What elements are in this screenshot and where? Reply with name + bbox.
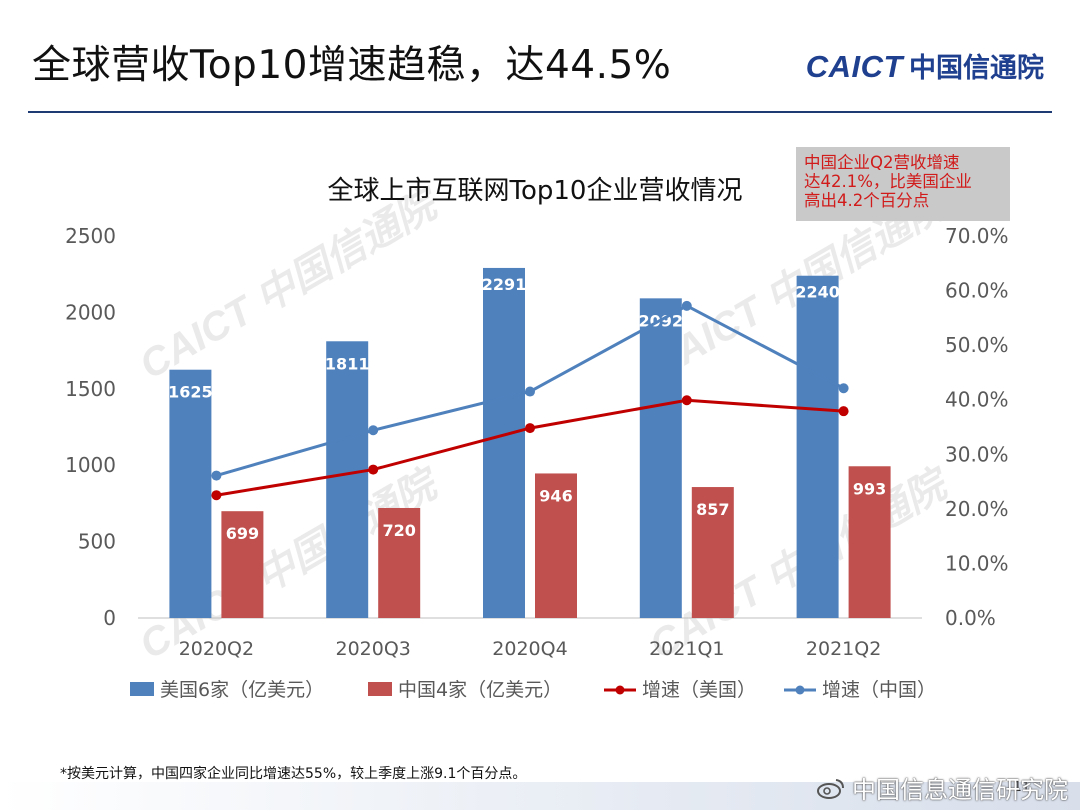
footer-brand-text: 中国信息通信研究院 xyxy=(852,776,1068,804)
watermark-text: CAICT 中国信通院 xyxy=(133,180,449,388)
bar-cn xyxy=(691,487,734,618)
bar-label-us: 1625 xyxy=(168,383,213,402)
x-tick-label: 2020Q2 xyxy=(179,638,254,660)
bar-label-cn: 857 xyxy=(696,500,729,519)
legend-us-growth-marker xyxy=(615,685,625,695)
x-tick-label: 2021Q2 xyxy=(806,638,881,660)
bar-cn xyxy=(221,511,264,618)
footnote: *按美元计算，中国四家企业同比增速达55%，较上季度上涨9.1个百分点。 xyxy=(60,766,527,782)
chart-title: 全球上市互联网Top10企业营收情况 xyxy=(328,176,743,206)
y-left-tick-label: 2000 xyxy=(65,300,116,324)
footer-bar xyxy=(0,782,1080,810)
bar-cn xyxy=(848,466,891,618)
y-left-tick-label: 2500 xyxy=(65,224,116,248)
legend-us-revenue-label: 美国6家（亿美元） xyxy=(160,679,324,701)
y-right-tick-label: 50.0% xyxy=(945,333,1009,357)
legend-cn-growth-marker xyxy=(795,685,805,695)
growth-point-us xyxy=(525,423,535,434)
bar-label-cn: 993 xyxy=(853,479,886,498)
y-left-tick-label: 0 xyxy=(103,606,116,630)
y-left-tick-label: 1000 xyxy=(65,453,116,477)
growth-point-us xyxy=(211,490,222,501)
legend-us-growth-label: 增速（美国） xyxy=(642,679,756,701)
bar-label-us: 2240 xyxy=(795,283,840,302)
footer-brand: 中国信息通信研究院 xyxy=(816,770,1068,805)
y-right-tick-label: 0.0% xyxy=(945,606,996,630)
caict-logo: CAICT 中国信通院 xyxy=(806,46,1044,85)
callout-box: 中国企业Q2营收增速 达42.1%，比美国企业 高出4.2个百分点 xyxy=(796,147,1010,221)
growth-point-cn xyxy=(681,300,692,311)
bar-us xyxy=(169,369,212,618)
legend-cn-revenue-label: 中国4家（亿美元） xyxy=(398,679,562,701)
growth-point-cn xyxy=(368,425,379,436)
title-divider xyxy=(28,111,1052,113)
page-number: 11 xyxy=(1013,780,1030,795)
x-tick-label: 2021Q1 xyxy=(649,638,724,660)
legend-cn-revenue-swatch xyxy=(368,682,392,696)
logo-text-en: CAICT xyxy=(805,49,903,84)
bar-label-us: 1811 xyxy=(325,354,370,373)
x-tick-label: 2020Q4 xyxy=(492,638,567,660)
callout-line-2: 达42.1%，比美国企业 xyxy=(804,172,972,191)
y-right-tick-label: 10.0% xyxy=(945,551,1009,575)
bar-cn xyxy=(378,507,421,618)
bar-us xyxy=(326,341,369,618)
legend-us-revenue-swatch xyxy=(130,682,154,696)
y-right-tick-label: 70.0% xyxy=(945,224,1009,248)
y-right-tick-label: 40.0% xyxy=(945,388,1009,412)
bar-us xyxy=(639,298,682,618)
callout-line-3: 高出4.2个百分点 xyxy=(804,191,930,210)
bar-us xyxy=(796,275,839,618)
bar-label-cn: 720 xyxy=(382,521,415,540)
bar-label-cn: 699 xyxy=(226,524,259,543)
slide-title: 全球营收Top10增速趋稳，达44.5% xyxy=(32,43,672,88)
growth-point-us xyxy=(681,395,692,406)
y-right-tick-label: 60.0% xyxy=(945,279,1009,303)
growth-point-cn xyxy=(838,383,849,394)
bar-cn xyxy=(535,473,577,618)
y-left-tick-label: 1500 xyxy=(65,377,116,401)
bar-label-us: 2291 xyxy=(482,275,527,294)
callout-line-1: 中国企业Q2营收增速 xyxy=(804,153,960,172)
bar-us xyxy=(483,267,525,618)
growth-point-cn xyxy=(211,470,222,481)
y-left-tick-label: 500 xyxy=(78,530,116,554)
growth-point-us xyxy=(368,464,379,475)
logo-text-cn: 中国信通院 xyxy=(909,53,1044,84)
legend-cn-growth-label: 增速（中国） xyxy=(822,679,936,701)
growth-point-cn xyxy=(525,386,535,397)
bar-label-cn: 946 xyxy=(539,486,572,505)
weibo-icon xyxy=(817,778,844,799)
y-right-tick-label: 20.0% xyxy=(945,497,1009,521)
y-right-tick-label: 30.0% xyxy=(945,442,1009,466)
growth-point-us xyxy=(838,406,849,417)
x-tick-label: 2020Q3 xyxy=(335,638,410,660)
